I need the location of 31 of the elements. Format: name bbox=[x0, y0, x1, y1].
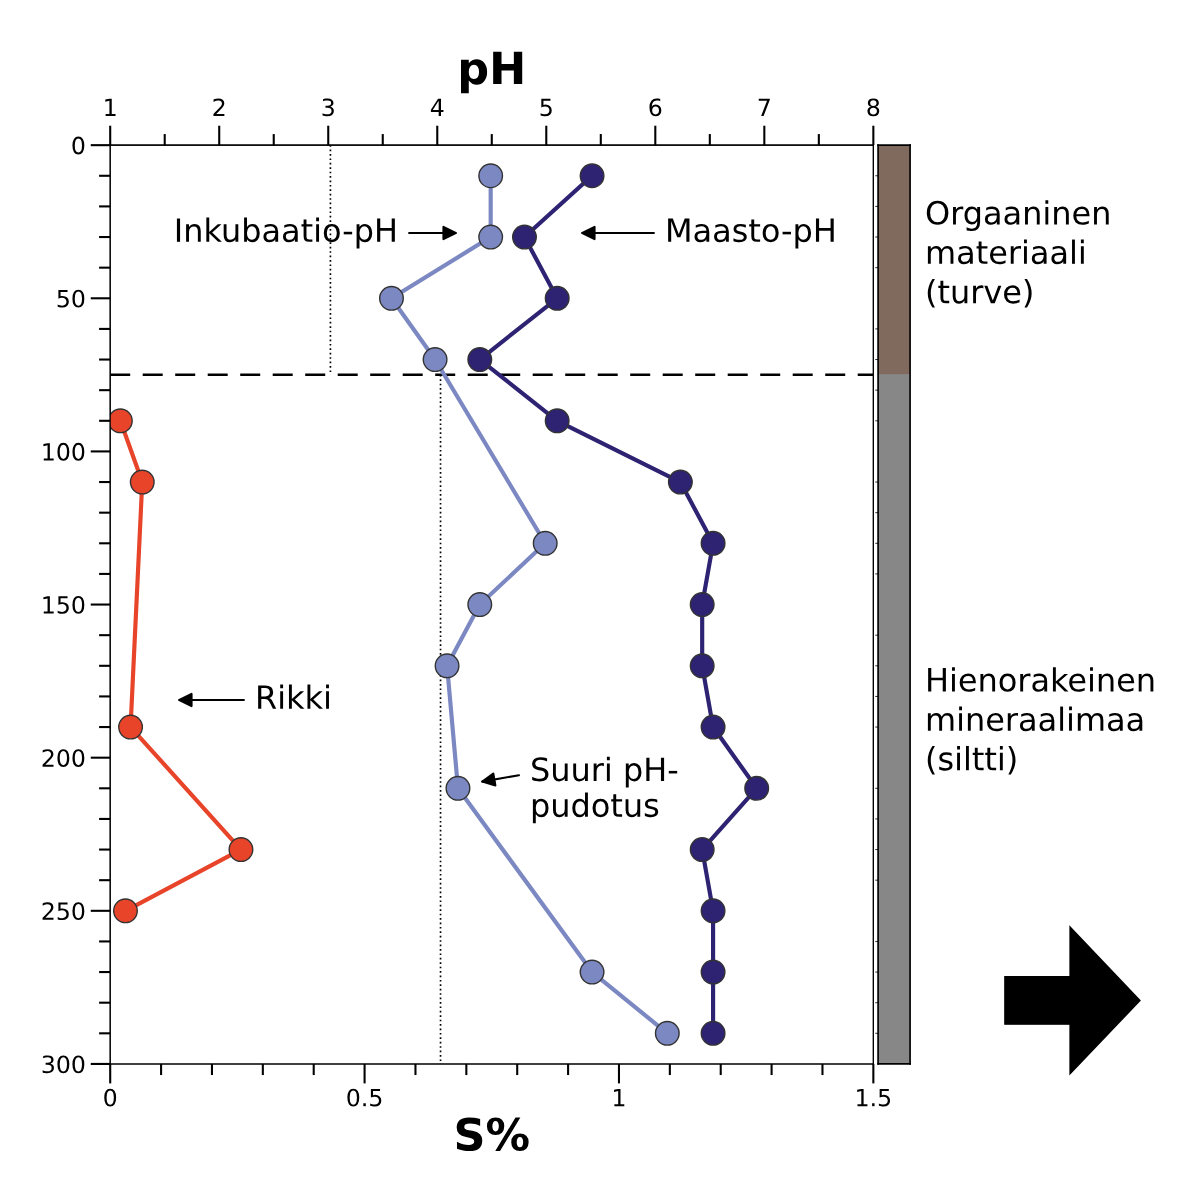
text: Orgaaninen materiaali (turve) bbox=[926, 200, 1109, 308]
x-tick-label: 1 bbox=[614, 1088, 625, 1107]
y-tick-label: 50 bbox=[57, 289, 85, 308]
x2-tick-label: 4 bbox=[430, 98, 444, 116]
y-tick-label: 100 bbox=[43, 442, 85, 461]
y-tick-label: 150 bbox=[43, 596, 85, 614]
text: Hienorakeinen mineraalimaa (siltti) bbox=[927, 667, 1154, 775]
x2-axis-title: pH bbox=[461, 51, 523, 94]
point bbox=[118, 714, 144, 740]
x-tick-label: 0 bbox=[104, 1088, 117, 1107]
y-tick-label: 0 bbox=[72, 136, 85, 155]
y-tick-label: 200 bbox=[42, 749, 85, 767]
x2-tick-label: 6 bbox=[649, 98, 662, 117]
point bbox=[228, 837, 254, 863]
x-tick-label: 0.5 bbox=[347, 1088, 382, 1107]
y-tick-label: 250 bbox=[42, 902, 85, 921]
annotation: Suuri pH- pudotus bbox=[532, 756, 678, 824]
x-tick-label: 1.5 bbox=[857, 1088, 891, 1107]
x2-tick-label: 2 bbox=[213, 98, 225, 116]
x2-tick-label: 5 bbox=[540, 98, 552, 117]
x2-tick-label: 7 bbox=[758, 98, 770, 116]
point bbox=[129, 469, 155, 495]
x2-tick-label: 3 bbox=[322, 98, 334, 117]
x-axis-title: S% bbox=[456, 1117, 529, 1152]
y-tick-label: 300 bbox=[42, 1055, 85, 1074]
x2-tick-label: 1 bbox=[105, 98, 116, 116]
annotation: Inkubaatio-pH bbox=[176, 217, 395, 249]
annotation: Maasto-pH bbox=[668, 218, 834, 249]
annotation: Rikki bbox=[258, 684, 329, 709]
point bbox=[112, 898, 138, 924]
x2-tick-label: 8 bbox=[867, 98, 880, 117]
